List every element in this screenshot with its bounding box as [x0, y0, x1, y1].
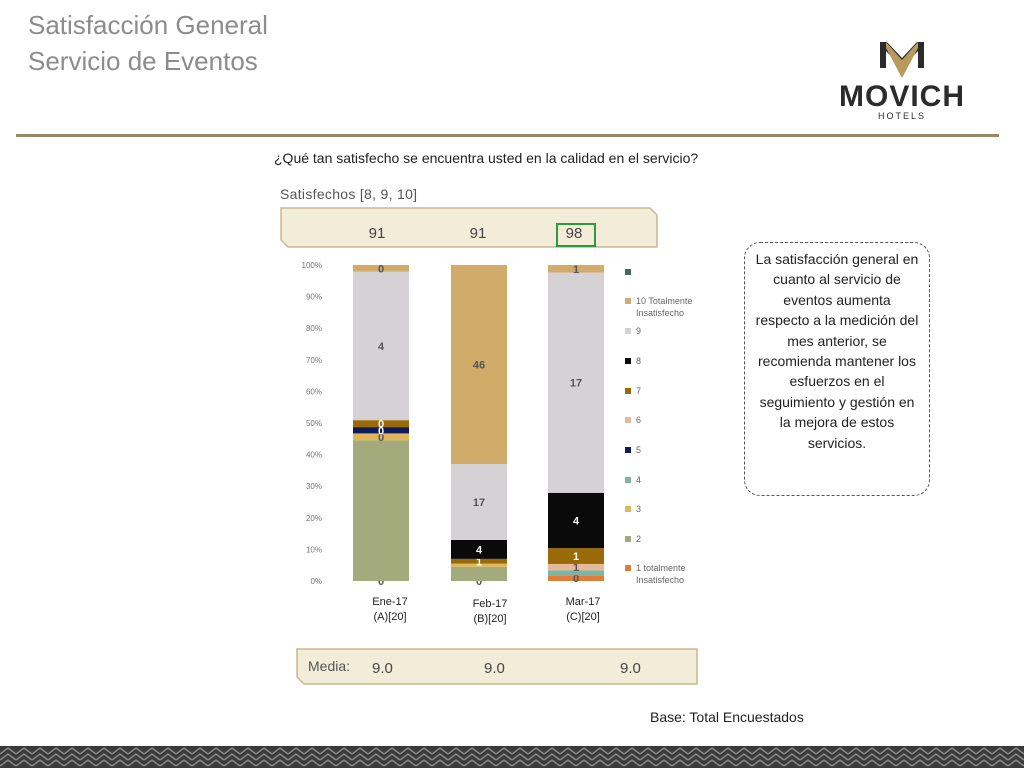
y-tick-label: 40% — [306, 451, 322, 460]
data-label: 1 — [476, 556, 482, 568]
logo-subtext: HOTELS — [878, 111, 926, 121]
data-label: 1 — [573, 551, 579, 563]
legend-label: 7 — [636, 386, 641, 396]
bar-segment — [548, 265, 604, 273]
legend-swatch — [625, 565, 631, 571]
legend-label: 1 totalmente — [636, 563, 686, 573]
y-tick-label: 90% — [306, 293, 322, 302]
legend-label: 9 — [636, 326, 641, 336]
data-label: 46 — [473, 360, 485, 372]
satisfied-value-ene: 91 — [368, 225, 386, 242]
data-label: 1 — [573, 264, 579, 276]
movich-mark-icon — [880, 42, 924, 78]
page-title: Satisfacción General — [28, 10, 268, 40]
bar-segment — [451, 566, 507, 581]
bar-segment — [353, 265, 409, 272]
legend-swatch — [625, 388, 631, 394]
bar-segment — [548, 563, 604, 571]
page-subtitle: Servicio de Eventos — [28, 46, 258, 76]
y-tick-label: 70% — [306, 356, 322, 365]
y-tick-label: 60% — [306, 387, 322, 396]
legend-swatch — [625, 328, 631, 334]
legend-label: 3 — [636, 504, 641, 514]
y-tick-label: 30% — [306, 482, 322, 491]
bar-segment — [451, 563, 507, 567]
data-label: 0 — [573, 573, 579, 585]
legend-label: 5 — [636, 445, 641, 455]
legend-label: 2 — [636, 534, 641, 544]
category-sublabel: (A)[20] — [373, 611, 406, 623]
data-label: 0 — [378, 432, 384, 444]
satisfied-label: Satisfechos [8, 9, 10] — [280, 186, 418, 202]
bar-segment — [451, 558, 507, 564]
data-label: 1 — [573, 562, 579, 574]
bar-segment — [353, 433, 409, 441]
data-label: 0 — [378, 263, 384, 275]
data-label: 0 — [378, 425, 384, 437]
category-label: Ene-17 — [372, 596, 407, 608]
legend-swatch — [625, 506, 631, 512]
bar-segment — [451, 464, 507, 540]
legend-swatch — [625, 417, 631, 423]
base-note: Base: Total Encuestados — [650, 709, 804, 725]
legend-label: 10 Totalmente — [636, 296, 692, 306]
bar-segment — [353, 420, 409, 428]
legend-swatch — [625, 269, 631, 275]
satisfied-value-feb: 91 — [469, 225, 487, 242]
data-label: 0 — [378, 576, 384, 588]
media-value-mar: 9.0 — [620, 660, 641, 677]
survey-question: ¿Qué tan satisfecho se encuentra usted e… — [274, 150, 699, 166]
decorative-footer — [0, 746, 1024, 768]
media-label: Media: — [308, 658, 351, 674]
data-label: 4 — [378, 341, 385, 353]
data-label: 4 — [573, 515, 580, 527]
y-tick-label: 0% — [310, 577, 322, 586]
logo-text: MOVICH — [839, 80, 965, 113]
bar-segment — [548, 570, 604, 576]
y-tick-label: 80% — [306, 324, 322, 333]
movich-logo: MOVICH HOTELS — [839, 42, 965, 121]
insight-note: La satisfacción general en cuanto al ser… — [744, 242, 930, 496]
media-value-ene: 9.0 — [372, 660, 393, 677]
legend-label: 6 — [636, 415, 641, 425]
bar-segment — [548, 548, 604, 564]
category-label: Mar-17 — [566, 596, 601, 608]
satisfied-highlight — [556, 223, 596, 247]
data-label: 17 — [570, 378, 582, 390]
header-divider — [16, 134, 999, 137]
legend-label-continued: Insatisfecho — [636, 575, 684, 585]
legend-swatch — [625, 536, 631, 542]
bar-segment — [451, 265, 507, 465]
legend-swatch — [625, 477, 631, 483]
legend-label-continued: Insatisfecho — [636, 308, 684, 318]
data-label: 4 — [476, 544, 483, 556]
legend-label: 8 — [636, 356, 641, 366]
y-tick-label: 10% — [306, 545, 322, 554]
satisfied-value-mar: 98 — [565, 225, 583, 242]
bar-segment — [353, 271, 409, 421]
bar-segment — [548, 575, 604, 581]
bar-segment — [548, 272, 604, 493]
satisfied-panel — [280, 207, 658, 248]
media-panel — [296, 648, 698, 685]
category-sublabel: (B)[20] — [473, 613, 506, 625]
y-tick-label: 100% — [302, 261, 322, 270]
legend-swatch — [625, 298, 631, 304]
category-sublabel: (C)[20] — [566, 611, 600, 623]
bar-segment — [353, 440, 409, 581]
y-tick-label: 20% — [306, 514, 322, 523]
bar-segment — [353, 427, 409, 434]
legend-swatch — [625, 358, 631, 364]
data-label: 17 — [473, 497, 485, 509]
media-value-feb: 9.0 — [484, 660, 505, 677]
bar-segment — [451, 539, 507, 559]
y-tick-label: 50% — [306, 419, 322, 428]
bar-segment — [548, 492, 604, 549]
legend-label: 4 — [636, 475, 641, 485]
data-label: 0 — [476, 576, 482, 588]
data-label: 0 — [378, 419, 384, 431]
category-label: Feb-17 — [473, 598, 508, 610]
legend-swatch — [625, 447, 631, 453]
